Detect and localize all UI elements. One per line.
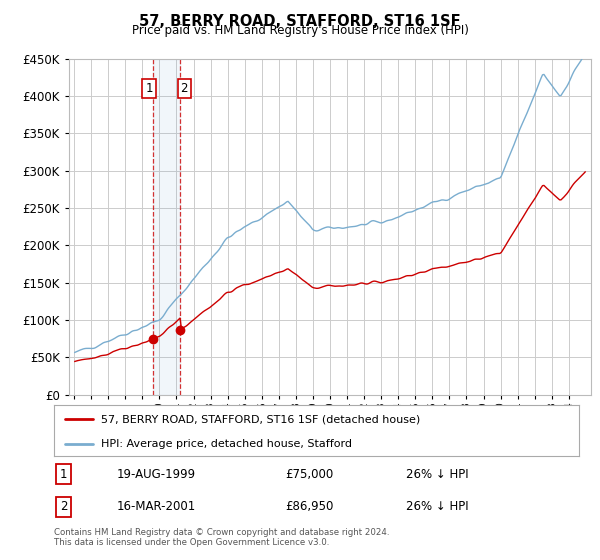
Text: Price paid vs. HM Land Registry's House Price Index (HPI): Price paid vs. HM Land Registry's House … [131, 24, 469, 37]
Text: 26% ↓ HPI: 26% ↓ HPI [406, 468, 469, 480]
Text: 57, BERRY ROAD, STAFFORD, ST16 1SF (detached house): 57, BERRY ROAD, STAFFORD, ST16 1SF (deta… [101, 414, 421, 424]
Text: 16-MAR-2001: 16-MAR-2001 [117, 501, 196, 514]
Text: 2: 2 [60, 501, 67, 514]
Text: Contains HM Land Registry data © Crown copyright and database right 2024.
This d: Contains HM Land Registry data © Crown c… [54, 528, 389, 547]
Text: HPI: Average price, detached house, Stafford: HPI: Average price, detached house, Staf… [101, 438, 352, 449]
Text: 26% ↓ HPI: 26% ↓ HPI [406, 501, 469, 514]
Bar [153, 59, 180, 395]
Text: 1: 1 [145, 82, 153, 95]
Text: 19-AUG-1999: 19-AUG-1999 [117, 468, 196, 480]
Text: £75,000: £75,000 [285, 468, 333, 480]
Text: £86,950: £86,950 [285, 501, 334, 514]
Text: 2: 2 [181, 82, 188, 95]
Text: 57, BERRY ROAD, STAFFORD, ST16 1SF: 57, BERRY ROAD, STAFFORD, ST16 1SF [139, 14, 461, 29]
Text: 1: 1 [60, 468, 67, 480]
